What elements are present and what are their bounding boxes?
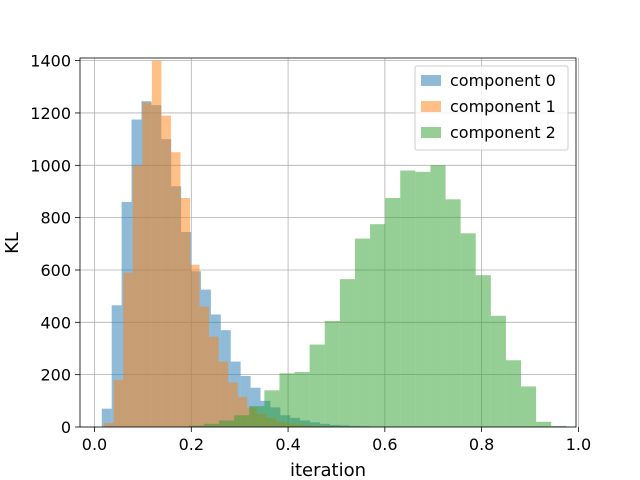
legend-swatch-component-0 [421,75,441,86]
legend: component 0 component 1 component 2 [414,65,569,151]
y-tick-label: 1200 [30,104,71,123]
histogram-bar-component-2 [324,321,340,427]
histogram-bar-component-0 [111,305,122,427]
histogram-bar-component-1 [161,115,171,428]
histogram-bar-component-2 [279,373,295,427]
histogram-bar-component-1 [113,379,124,427]
histogram-bar-component-2 [294,372,310,427]
histogram-bar-component-1 [123,272,133,427]
histogram-bar-component-1 [209,336,219,427]
y-tick-label: 1400 [30,52,71,71]
histogram-bars [101,60,567,428]
y-tick-label: 0 [61,418,71,437]
x-tick-label: 0.0 [82,435,107,454]
y-tick-label: 1000 [30,156,71,175]
histogram-bar-component-1 [180,198,190,427]
y-tick-label: 400 [40,313,71,332]
y-axis-title: KL [2,232,23,254]
histogram-bar-component-2 [430,165,446,428]
histogram-bar-component-1 [132,165,143,428]
histogram-bar-component-1 [189,264,200,427]
histogram-bar-component-1 [199,306,210,427]
legend-swatch-component-1 [421,101,441,112]
histogram-bar-component-1 [228,382,238,427]
histogram-bar-component-2 [354,238,371,427]
y-tick-label: 600 [40,261,71,280]
histogram-bar-component-2 [370,224,386,427]
x-tick-label: 0.6 [372,435,397,454]
histogram-bar-component-2 [339,279,355,427]
histogram-bar-component-2 [249,406,265,427]
histogram-bar-component-2 [521,386,537,427]
legend-label: component 0 [450,71,556,90]
histogram-bar-component-1 [151,60,162,428]
histogram-bar-component-2 [400,170,416,427]
histogram-bar-component-1 [170,152,181,427]
histogram-bar-component-1 [218,361,229,427]
plot-area-frame [79,57,577,428]
histogram-bar-component-2 [445,199,461,427]
axis-ticks: 0.0 0.2 0.4 0.6 0.8 1.0 0 200 400 600 800 1000 1200 1… [30,52,591,454]
legend-label: component 1 [450,97,556,116]
histogram-bar-component-2 [505,360,522,427]
histogram-bar-component-2 [475,275,491,427]
y-tick-label: 200 [40,366,71,385]
histogram-bar-component-1 [104,423,114,427]
histogram-bar-component-2 [264,390,280,427]
x-axis-title: iteration [290,460,366,480]
histogram-bar-component-1 [142,102,152,427]
x-tick-label: 0.4 [275,435,300,454]
x-tick-label: 1.0 [566,435,591,454]
histogram-bar-component-1 [237,396,248,427]
y-tick-label: 800 [40,209,71,228]
histogram-bar-component-2 [234,415,250,427]
histogram-bar-component-2 [551,425,567,427]
histogram-bar-component-2 [203,423,220,427]
histogram-bar-component-2 [490,315,506,427]
legend-box [414,65,569,151]
histogram-bar-component-2 [188,425,204,427]
x-tick-label: 0.8 [469,435,494,454]
histogram-bar-component-0 [101,408,112,427]
histogram-bar-component-2 [219,420,235,427]
histogram-bar-component-2 [460,233,476,427]
histogram-bar-component-2 [415,171,431,427]
legend-swatch-component-2 [421,127,441,138]
histogram-bar-component-2 [536,421,552,427]
x-tick-label: 0.2 [179,435,204,454]
histogram-bar-component-2 [385,198,401,427]
legend-label: component 2 [450,123,556,142]
histogram-bar-component-2 [309,344,325,427]
